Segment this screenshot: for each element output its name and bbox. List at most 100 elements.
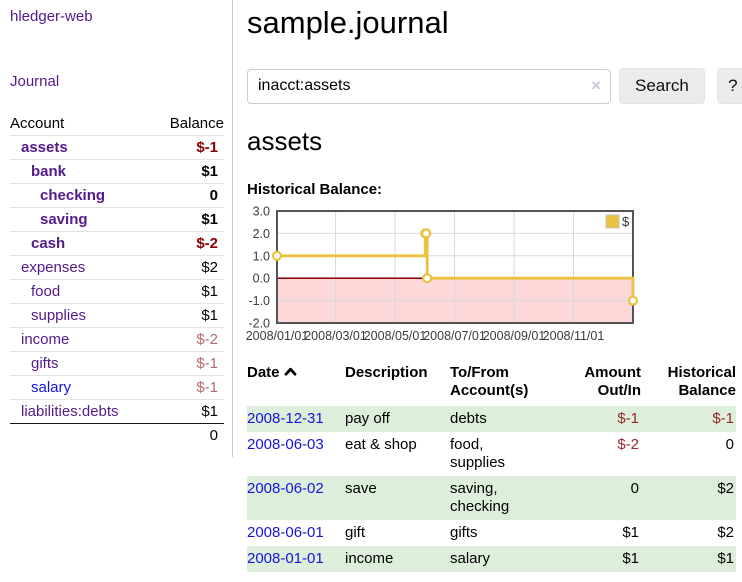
balance-chart-svg: $3.0 2.0 1.0 0.0 -1.0 -2.02008/01/012008/03/0… [246, 205, 639, 343]
svg-text:2.0: 2.0 [253, 227, 270, 241]
amount-header: Amount Out/In [584, 364, 641, 399]
chart-title: Historical Balance: [247, 181, 383, 198]
account-page-title: assets [247, 126, 323, 156]
svg-text:2008/01/01: 2008/01/01 [246, 329, 309, 343]
account-total-row: 0 [10, 423, 224, 447]
transaction-accounts: debts [450, 406, 550, 432]
svg-text:2008/03/01: 2008/03/01 [304, 329, 367, 343]
account-link[interactable]: supplies [31, 307, 87, 324]
account-row: saving $1 [10, 207, 224, 232]
total-spacer [10, 423, 153, 447]
account-row: supplies $1 [10, 303, 224, 328]
transaction-balance: 0 [725, 436, 734, 453]
account-link[interactable]: saving [40, 211, 88, 228]
search-input[interactable] [247, 68, 611, 104]
account-balance: $1 [152, 399, 224, 424]
transaction-balance: $2 [717, 524, 734, 541]
account-table-header-row: Account Balance [10, 112, 224, 136]
svg-text:2008/11/01: 2008/11/01 [543, 329, 605, 343]
main-content: sample.journal × Search ? assets Histori… [233, 0, 742, 572]
account-row: gifts $-1 [10, 351, 224, 376]
search-input-wrap: × [247, 68, 611, 104]
app-title-link[interactable]: hledger-web [10, 8, 93, 25]
historical-balance-chart: $3.0 2.0 1.0 0.0 -1.0 -2.0 2008/01/01 2008/03/0… [241, 204, 643, 346]
account-row: assets $-1 [10, 135, 224, 160]
search-button[interactable]: Search [619, 68, 705, 104]
account-row: food $1 [10, 279, 224, 304]
svg-text:0.0: 0.0 [253, 272, 270, 286]
transaction-date-link[interactable]: 2008-12-31 [247, 410, 324, 427]
transaction-date-link[interactable]: 2008-06-02 [247, 480, 324, 497]
account-balance: $-2 [152, 327, 224, 352]
transaction-description: gift [345, 524, 366, 541]
svg-text:2008/09/01: 2008/09/01 [483, 329, 546, 343]
account-link[interactable]: assets [21, 139, 68, 156]
account-column-header: Account [10, 115, 65, 132]
account-link[interactable]: checking [40, 187, 106, 204]
account-link[interactable]: salary [31, 379, 72, 396]
page-title: sample.journal [247, 5, 449, 40]
accounts-header: To/From Account(s) [450, 364, 529, 399]
account-balance: $1 [152, 159, 224, 184]
account-row: checking 0 [10, 183, 224, 208]
svg-text:1.0: 1.0 [253, 249, 270, 263]
transaction-description: eat & shop [345, 436, 417, 453]
transaction-description: pay off [345, 406, 450, 432]
sidebar: hledger-web Journal Account Balance asse… [0, 0, 233, 457]
balance-column-header: Balance [169, 115, 224, 132]
account-row: cash $-2 [10, 231, 224, 256]
svg-text:3.0: 3.0 [253, 205, 270, 219]
help-button[interactable]: ? [716, 68, 742, 104]
account-link[interactable]: liabilities:debts [21, 403, 119, 420]
account-row: expenses $2 [10, 255, 224, 280]
account-balance: $-1 [152, 135, 224, 160]
account-table-body: assets $-1 bank $1 checking 0 saving $1 cash $-2 e… [10, 135, 224, 424]
balance-header: Historical Balance [667, 364, 736, 399]
description-header: Description [345, 364, 428, 381]
account-balance: $1 [152, 303, 224, 328]
svg-text:2008/05/01: 2008/05/01 [364, 329, 427, 343]
register-table-body: 2008-12-31 pay off debts $-1 $-1 2008-06-03 ea… [247, 406, 736, 572]
transaction-date-link[interactable]: 2008-01-01 [247, 550, 324, 567]
register-row: 2008-06-01 gift gifts $1 $2 [247, 520, 736, 546]
transaction-accounts: salary [450, 546, 550, 572]
transaction-date-link[interactable]: 2008-06-01 [247, 524, 324, 541]
transaction-balance: $1 [641, 546, 736, 572]
transaction-accounts: food, supplies [450, 436, 506, 471]
transaction-date-link[interactable]: 2008-06-03 [247, 436, 324, 453]
account-link[interactable]: cash [31, 235, 66, 252]
register-table: Date Description To/From Account(s) Amou… [247, 362, 736, 572]
account-link[interactable]: food [31, 283, 61, 300]
clear-search-icon[interactable]: × [591, 75, 601, 95]
transaction-amount: $-2 [617, 436, 639, 453]
sidebar-item-journal[interactable]: Journal [10, 73, 60, 90]
transaction-amount: $1 [622, 524, 639, 541]
search-form: × Search ? [247, 68, 742, 104]
account-link[interactable]: expenses [21, 259, 86, 276]
account-balance: $2 [152, 255, 224, 280]
register-row: 2008-06-03 eat & shop food, supplies $-2 0 [247, 432, 736, 476]
svg-text:-1.0: -1.0 [248, 294, 270, 308]
account-link[interactable]: bank [31, 163, 67, 180]
account-row: income $-2 [10, 327, 224, 352]
date-sort-header[interactable]: Date [247, 362, 345, 406]
account-link[interactable]: gifts [31, 355, 59, 372]
svg-text:$: $ [622, 214, 630, 229]
account-balance: $-2 [152, 231, 224, 256]
account-row: liabilities:debts $1 [10, 399, 224, 424]
account-row: salary $-1 [10, 375, 224, 400]
svg-text:2008/07/01: 2008/07/01 [423, 329, 486, 343]
account-balance: $1 [152, 207, 224, 232]
account-link[interactable]: income [21, 331, 70, 348]
account-balance: 0 [152, 183, 224, 208]
transaction-balance: $2 [641, 476, 736, 520]
transaction-amount: 0 [550, 476, 641, 520]
transaction-description: save [345, 476, 450, 520]
account-balance: $1 [152, 279, 224, 304]
register-header-row: Date Description To/From Account(s) Amou… [247, 362, 736, 406]
transaction-accounts: gifts [450, 524, 478, 541]
svg-text:-2.0: -2.0 [248, 317, 270, 331]
transaction-amount: $1 [550, 546, 641, 572]
account-balance: $-1 [152, 351, 224, 376]
